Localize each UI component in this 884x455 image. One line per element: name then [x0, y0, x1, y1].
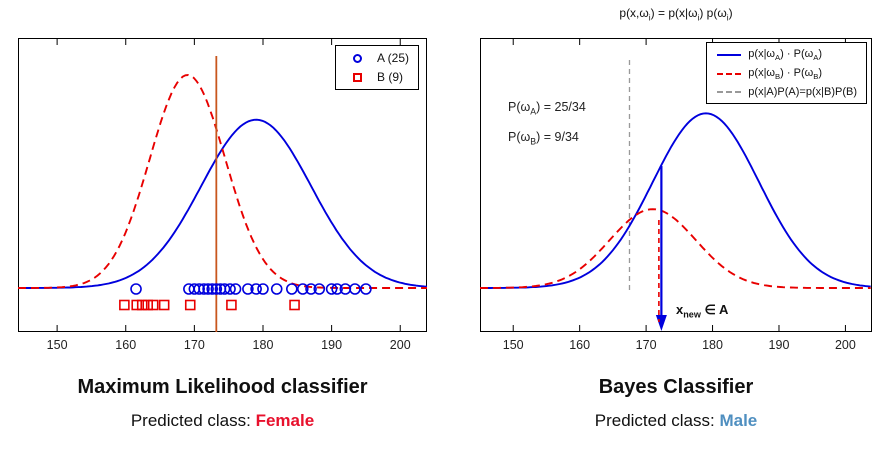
scatter-point-samples-A [250, 283, 262, 295]
x-tick-label: 190 [321, 338, 342, 352]
ml-plot-panel: 150 160 170 180 190 200 A (25) B (9) [18, 38, 427, 356]
ml-caption: Maximum Likelihood classifier Predicted … [18, 376, 427, 431]
scatter-point-samples-A [257, 283, 269, 295]
scatter-point-samples-B [119, 299, 130, 311]
x-tick-label: 170 [184, 338, 205, 352]
square-glyph [353, 72, 363, 82]
scatter-point-samples-B [147, 299, 159, 311]
line-sample-icon [716, 73, 742, 76]
scatter-point-samples-A [218, 283, 231, 295]
ml-title: Maximum Likelihood classifier [77, 376, 368, 398]
scatter-point-samples-A [331, 283, 343, 295]
circle-marker-icon [345, 53, 371, 63]
legend-item: p(x|ωB) · P(ωB) [716, 67, 857, 81]
legend-item: A (25) [345, 51, 409, 65]
ml-predicted-prefix: Predicted class: [130, 411, 251, 430]
legend-label: A (25) [376, 51, 409, 65]
ml-legend: A (25) B (9) [334, 45, 419, 90]
scatter-point-samples-A [360, 283, 372, 295]
x-tick-label: 190 [769, 338, 790, 352]
curve-class-A-likelihood [18, 118, 427, 289]
line-glyph [717, 54, 742, 57]
x-tick-label: 160 [569, 338, 590, 352]
scatter-point-samples-A [313, 283, 326, 295]
scatter-point-samples-A [286, 283, 298, 295]
scatter-point-samples-A [305, 283, 317, 295]
legend-label: p(x|ωB) · P(ωB) [748, 67, 823, 82]
scatter-point-samples-B [184, 299, 196, 311]
scatter-point-samples-B [136, 299, 148, 311]
circle-glyph [353, 53, 363, 63]
curve-posterior-B [480, 208, 871, 289]
legend-label: B (9) [376, 70, 403, 84]
xnew-in-A-label: xnew ∈ A [676, 302, 729, 320]
scatter-point-samples-A [229, 283, 242, 295]
scatter-point-samples-A [296, 283, 309, 295]
line-glyph [717, 91, 742, 94]
ml-predicted-line: Predicted class: Female [18, 411, 427, 431]
scatter-point-samples-A [130, 283, 142, 295]
scatter-point-samples-A [206, 283, 219, 295]
scatter-point-samples-A [325, 283, 338, 295]
scatter-point-samples-A [210, 283, 223, 295]
prior-A-annotation: P(ωA) = 25/34 [508, 100, 586, 117]
prior-B-annotation: P(ωB) = 9/34 [508, 130, 579, 147]
x-tick-label: 200 [390, 338, 411, 352]
square-marker-icon [345, 72, 371, 82]
scatter-point-samples-A [242, 283, 254, 295]
bayes-legend: p(x|ωA) · P(ωA) p(x|ωB) · P(ωB) p(x|A)P(A)… [706, 42, 867, 105]
scatter-point-samples-A [202, 283, 214, 295]
legend-item: p(x|A)P(A)=p(x|B)P(B) [716, 86, 857, 98]
line-sample-icon [716, 91, 742, 94]
x-tick-label: 180 [253, 338, 274, 352]
scatter-point-samples-A [198, 283, 210, 295]
bayes-title: Bayes Classifier [598, 376, 754, 398]
line-sample-icon [716, 54, 742, 57]
legend-item: p(x|ωA) · P(ωA) [716, 48, 857, 62]
x-tick-label: 160 [115, 338, 136, 352]
joint-probability-formula: p(x,ωi) = p(x|ωi) p(ωi) [619, 6, 733, 23]
bayes-predicted-prefix: Predicted class: [594, 411, 715, 430]
scatter-point-samples-B [226, 299, 237, 311]
scatter-point-samples-B [289, 299, 300, 311]
bayes-plot-panel: 150 160 170 180 190 200 p(x|ωA) · P(ωA) p(x|ωB… [480, 38, 872, 356]
bayes-caption: Bayes Classifier Predicted class: Male [480, 376, 872, 431]
x-tick-label: 180 [702, 338, 723, 352]
legend-item: B (9) [345, 70, 409, 84]
scatter-point-samples-A [270, 283, 283, 295]
x-tick-label: 170 [636, 338, 657, 352]
line-glyph [717, 73, 742, 76]
bayes-predicted-class: Male [719, 411, 758, 430]
x-tick-label: 150 [503, 338, 524, 352]
x-tick-label: 150 [47, 338, 68, 352]
scatter-point-samples-A [224, 283, 236, 295]
curve-posterior-A [480, 112, 871, 289]
curve-class-B-likelihood [18, 74, 427, 289]
scatter-point-samples-B [158, 299, 170, 311]
x-tick-label: 200 [835, 338, 856, 352]
scatter-point-samples-B [131, 299, 143, 311]
legend-label: p(x|A)P(A)=p(x|B)P(B) [748, 86, 857, 99]
bayes-predicted-line: Predicted class: Male [480, 411, 872, 431]
scatter-point-samples-A [349, 283, 361, 295]
ml-predicted-class: Female [255, 411, 315, 430]
scatter-point-samples-A [193, 283, 205, 295]
scatter-point-samples-B [142, 299, 153, 311]
legend-label: p(x|ωA) · P(ωA) [748, 48, 823, 63]
